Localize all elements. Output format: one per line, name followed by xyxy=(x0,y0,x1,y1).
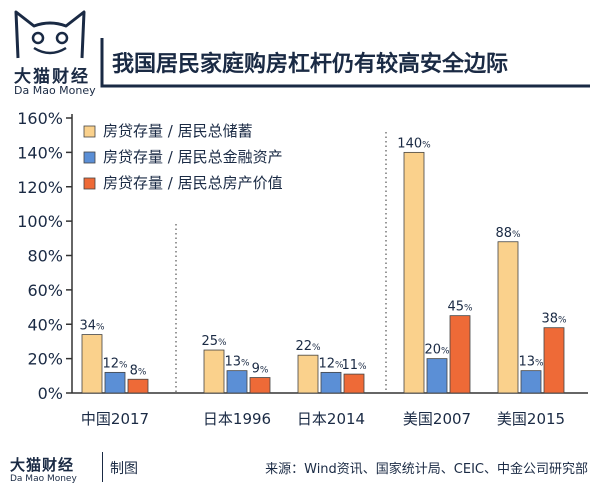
data-label: 8% xyxy=(130,363,147,378)
legend-swatch xyxy=(83,151,96,164)
legend-item-label: 房贷存量 / 居民总房产价值 xyxy=(103,174,283,192)
bar xyxy=(403,151,425,394)
cat-logo-icon xyxy=(14,10,86,59)
data-label: 12% xyxy=(318,356,344,371)
data-label: 9% xyxy=(252,362,269,377)
y-tick-label: 20% xyxy=(27,350,63,369)
legend-swatch xyxy=(83,177,96,190)
data-label: 34% xyxy=(79,319,105,334)
x-tick-label: 日本2014 xyxy=(297,410,365,428)
bar xyxy=(104,371,126,394)
y-tick-label: 140% xyxy=(17,143,63,162)
bar xyxy=(343,373,365,394)
bar xyxy=(497,241,519,394)
header: 大猫财经 Da Mao Money 我国居民家庭购房杠杆仍有较高安全边际 xyxy=(0,0,600,100)
bar xyxy=(297,354,319,394)
data-label: 12% xyxy=(102,356,128,371)
data-label: 25% xyxy=(201,334,227,349)
data-label: 88% xyxy=(495,226,521,241)
brand-name-en: Da Mao Money xyxy=(14,84,96,97)
chart-title: 我国居民家庭购房杠杆仍有较高安全边际 xyxy=(112,52,509,77)
footer-divider xyxy=(102,452,103,482)
x-tick-label: 美国2007 xyxy=(403,410,471,428)
y-tick-label: 40% xyxy=(27,315,63,334)
y-tick-label: 160% xyxy=(17,109,63,128)
data-label: 11% xyxy=(341,358,367,373)
data-label: 38% xyxy=(541,312,567,327)
bar xyxy=(81,334,103,394)
footer-brand-name-en: Da Mao Money xyxy=(10,474,77,484)
bar xyxy=(520,370,542,394)
y-tick-label: 0% xyxy=(38,384,63,403)
title-frame xyxy=(100,38,590,88)
y-tick-label: 80% xyxy=(27,247,63,266)
bar xyxy=(249,377,271,394)
bar xyxy=(449,315,471,394)
legend-swatch xyxy=(83,125,96,138)
footer-made-by: 制图 xyxy=(110,461,138,477)
data-label: 45% xyxy=(447,300,473,315)
x-tick-label: 中国2017 xyxy=(81,410,149,428)
x-tick-label: 美国2015 xyxy=(497,410,565,428)
footer-brand-name: 大猫财经 xyxy=(10,456,75,474)
data-label: 13% xyxy=(224,355,250,370)
footer-source: 来源：Wind资讯、国家统计局、CEIC、中金公司研究部 xyxy=(265,462,588,477)
bar xyxy=(203,349,225,394)
bar-chart: 0%20%40%60%80%100%120%140%160% 34%12% 8%中… xyxy=(17,109,588,428)
bar xyxy=(320,371,342,394)
data-label: 13% xyxy=(518,355,544,370)
legend-item-label: 房贷存量 / 居民总储蓄 xyxy=(103,122,253,140)
bar xyxy=(226,370,248,394)
data-label: 20% xyxy=(424,343,450,358)
bar xyxy=(426,358,448,394)
data-label: 140% xyxy=(397,136,431,151)
y-tick-label: 100% xyxy=(17,212,63,231)
bars-layer xyxy=(81,151,565,394)
data-label: 22% xyxy=(295,339,321,354)
y-tick-label: 60% xyxy=(27,281,63,300)
bar xyxy=(127,378,149,394)
bar xyxy=(543,327,565,394)
brand-name: 大猫财经 xyxy=(14,67,90,87)
x-tick-label: 日本1996 xyxy=(203,410,271,428)
legend-item-label: 房贷存量 / 居民总金融资产 xyxy=(103,148,283,166)
y-tick-label: 120% xyxy=(17,178,63,197)
